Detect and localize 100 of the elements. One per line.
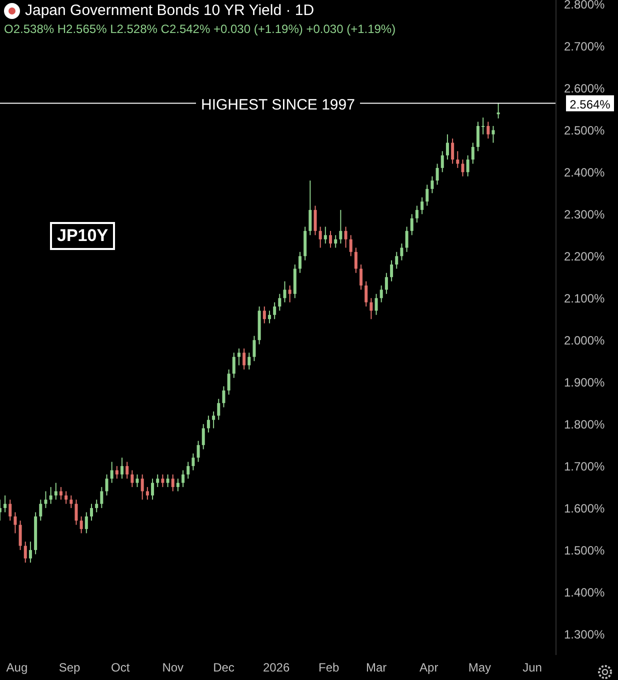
candlestick bbox=[39, 499, 42, 522]
candlestick bbox=[100, 486, 104, 509]
candlestick bbox=[354, 247, 358, 274]
candlestick bbox=[24, 541, 27, 564]
candlestick bbox=[84, 512, 88, 534]
candlestick bbox=[217, 398, 220, 420]
candlestick bbox=[59, 486, 62, 500]
candlestick bbox=[415, 205, 418, 224]
y-tick-label: 1.500% bbox=[564, 543, 606, 558]
y-tick-label: 2.500% bbox=[564, 123, 606, 138]
annotation: JP10Y bbox=[50, 222, 116, 250]
candlestick bbox=[273, 302, 276, 320]
candlestick bbox=[206, 415, 210, 433]
candlestick bbox=[262, 306, 266, 324]
candlestick bbox=[171, 474, 174, 492]
candlestick bbox=[370, 298, 373, 320]
candlestick bbox=[466, 154, 470, 177]
y-tick-label: 2.200% bbox=[564, 249, 606, 264]
x-tick-label: Jun bbox=[522, 660, 542, 675]
candlestick bbox=[196, 440, 200, 462]
y-tick-label: 2.100% bbox=[564, 291, 606, 306]
y-tick-label: 1.700% bbox=[564, 459, 606, 474]
y-tick-label: 2.600% bbox=[564, 81, 606, 96]
candlestick bbox=[324, 226, 327, 244]
candlestick bbox=[28, 541, 32, 564]
y-tick-label: 1.900% bbox=[564, 375, 606, 390]
x-tick-label: May bbox=[468, 660, 492, 675]
candlestick bbox=[242, 348, 246, 370]
candlestick bbox=[360, 264, 363, 290]
candlestick bbox=[252, 335, 256, 362]
candlestick bbox=[390, 260, 394, 282]
x-tick-label: Feb bbox=[318, 660, 340, 675]
candlestick bbox=[410, 214, 414, 236]
x-tick-label: Mar bbox=[366, 660, 387, 675]
candlestick bbox=[146, 486, 149, 500]
candlestick bbox=[212, 410, 216, 429]
candlestick bbox=[314, 205, 317, 236]
candlestick bbox=[436, 163, 439, 186]
candlestick bbox=[18, 520, 22, 551]
y-tick-label: 2.700% bbox=[564, 39, 606, 54]
candlestick bbox=[64, 490, 68, 504]
ref-line-label: HIGHEST SINCE 1997 bbox=[201, 96, 355, 114]
candlestick bbox=[440, 150, 444, 173]
candlestick bbox=[334, 234, 338, 248]
x-tick-label: Nov bbox=[162, 660, 184, 675]
candlestick bbox=[476, 121, 480, 152]
x-tick-label: Apr bbox=[420, 660, 438, 675]
candlestick bbox=[95, 499, 98, 513]
candlestick bbox=[288, 285, 292, 303]
candlestick bbox=[268, 310, 271, 324]
y-tick-label: 2.300% bbox=[564, 207, 606, 222]
candlestick bbox=[161, 474, 164, 488]
candlestick bbox=[283, 280, 286, 303]
candlestick bbox=[54, 482, 58, 500]
candlestick bbox=[461, 159, 464, 177]
candlestick bbox=[8, 499, 12, 522]
candlestick bbox=[384, 272, 388, 294]
candlestick bbox=[166, 474, 170, 488]
candlestick bbox=[136, 474, 139, 488]
candlestick bbox=[456, 150, 460, 168]
y-tick-label: 1.400% bbox=[564, 585, 606, 600]
candlestick bbox=[182, 470, 185, 488]
candlestick bbox=[14, 512, 17, 534]
candlestick bbox=[115, 466, 118, 480]
candlestick bbox=[44, 490, 48, 509]
candlestick bbox=[151, 478, 154, 500]
text: 2.564% bbox=[570, 97, 611, 112]
candlestick bbox=[49, 486, 52, 504]
candlestick bbox=[492, 125, 495, 144]
x-tick-label: Sep bbox=[58, 660, 80, 675]
candlestick bbox=[405, 226, 408, 252]
candlestick bbox=[237, 348, 240, 366]
candlestick bbox=[496, 102, 500, 119]
candlestick bbox=[339, 209, 342, 244]
candlestick bbox=[70, 494, 73, 509]
y-tick-label: 2.000% bbox=[564, 333, 606, 348]
x-tick-label: Dec bbox=[213, 660, 234, 675]
candlestick bbox=[446, 134, 449, 160]
candlestick bbox=[90, 503, 93, 522]
candlestick bbox=[140, 474, 144, 500]
candlestick bbox=[192, 452, 195, 471]
candlestick bbox=[374, 293, 378, 316]
candlestick bbox=[482, 117, 485, 135]
y-tick-label: 1.600% bbox=[564, 501, 606, 516]
candlestick bbox=[74, 499, 78, 526]
candlestick bbox=[420, 196, 424, 215]
candlestick bbox=[222, 386, 226, 408]
candlestick bbox=[298, 251, 302, 274]
candlestick bbox=[120, 457, 124, 480]
x-tick-label: 2026 bbox=[262, 660, 290, 675]
candlestick bbox=[308, 180, 312, 236]
candlestick bbox=[395, 251, 398, 270]
x-tick-label: Aug bbox=[6, 660, 28, 675]
y-tick-label: 2.400% bbox=[564, 165, 606, 180]
candlestick bbox=[186, 461, 190, 480]
candlestick bbox=[329, 230, 332, 248]
candlestick bbox=[380, 285, 383, 303]
candlestick bbox=[278, 293, 282, 312]
candlestick bbox=[451, 138, 454, 164]
y-tick-label: 2.800% bbox=[564, 0, 606, 12]
